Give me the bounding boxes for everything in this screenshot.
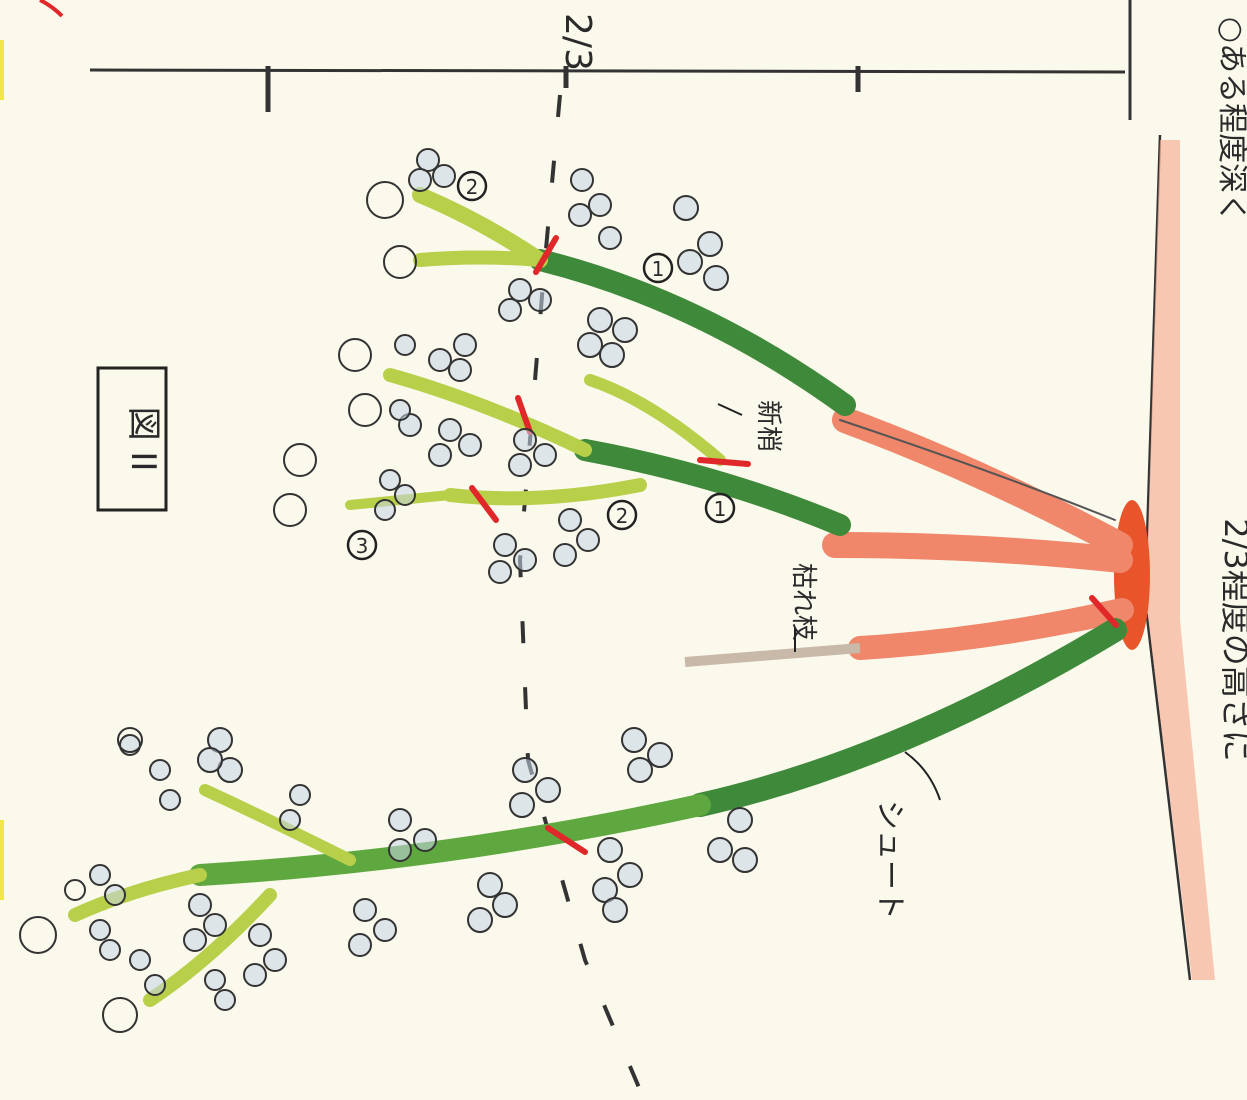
leaf-cluster xyxy=(89,919,121,961)
shoot-arrow xyxy=(904,751,941,801)
leaf-cluster xyxy=(374,469,416,521)
leaf-cluster xyxy=(467,872,518,933)
right-note-depth: ○ある程度深く xyxy=(1214,17,1247,223)
pruning-cut-marks xyxy=(469,235,1119,855)
leaf-cluster xyxy=(348,898,397,957)
figure-title-box xyxy=(96,366,168,512)
leaf-cluster xyxy=(488,533,537,584)
number-markers xyxy=(346,170,736,561)
leaf-cluster xyxy=(129,949,166,996)
dead-branch-label: 枯れ枝 xyxy=(788,563,818,641)
dead-branch xyxy=(684,643,861,667)
leaf-cluster xyxy=(621,727,673,783)
marker-1-upper: 1 xyxy=(652,257,665,281)
leaf-cluster xyxy=(498,278,552,322)
shoot-label: シュート xyxy=(872,800,907,920)
leaf-cluster xyxy=(568,168,622,250)
two-thirds-guideline xyxy=(517,94,642,1091)
old-wood-canes xyxy=(822,407,1134,660)
leaf-cluster xyxy=(577,307,638,368)
leaf-cluster xyxy=(243,923,287,987)
right-note-height: 2/3程度の高さに xyxy=(1217,518,1247,762)
leaf-clusters xyxy=(89,148,758,1011)
leaf-cluster xyxy=(388,808,437,862)
leaf-cluster xyxy=(428,418,482,467)
leaf-cluster xyxy=(408,148,456,192)
leaf-cluster xyxy=(673,195,729,291)
leaf-cluster xyxy=(197,727,243,783)
leaf-cluster xyxy=(509,757,561,818)
height-scale xyxy=(89,0,1132,120)
leaf-cluster xyxy=(553,508,600,567)
leaf-cluster xyxy=(592,837,643,923)
marker-3-middle: 3 xyxy=(356,534,369,558)
leaf-cluster xyxy=(204,969,236,1011)
marker-2-middle: 2 xyxy=(616,504,629,528)
new-shoot-arrow xyxy=(717,403,743,416)
new-shoot-label: 新梢 xyxy=(753,400,783,452)
red-pen-mark xyxy=(39,0,64,18)
marker-2-upper: 2 xyxy=(466,175,479,199)
yellow-edge-mark xyxy=(0,40,4,100)
figure-title: 図 II xyxy=(123,407,163,472)
leaf-cluster xyxy=(279,784,311,831)
marker-1-middle: 1 xyxy=(714,497,727,521)
leaf-cluster xyxy=(428,333,477,382)
leaf-cluster xyxy=(183,893,227,952)
leaf-cluster xyxy=(389,334,422,437)
scale-label-two-thirds: 2/3 xyxy=(557,13,598,71)
leaf-cluster xyxy=(89,864,126,906)
flower-tips xyxy=(19,181,417,1033)
leaf-cluster xyxy=(508,428,557,477)
leaf-cluster xyxy=(707,807,758,873)
